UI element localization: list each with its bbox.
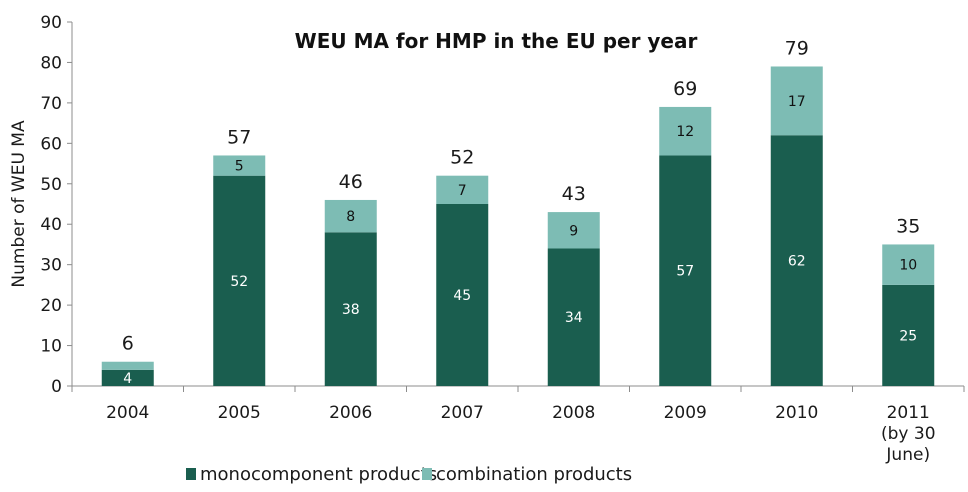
y-tick-label: 80	[40, 53, 62, 73]
bar-total-label: 46	[339, 171, 363, 193]
bar-total-label: 79	[785, 37, 809, 59]
bar-combination	[324, 199, 377, 233]
bar-combination	[770, 66, 823, 136]
y-tick-label: 70	[40, 94, 62, 114]
x-tick-label: June)	[885, 445, 930, 465]
bar-monocomponent	[101, 369, 154, 386]
bar-value-label-combination: 8	[346, 209, 355, 225]
bar-value-label-monocomponent: 38	[342, 302, 360, 318]
bar-combination	[547, 212, 600, 249]
bar-value-label-monocomponent: 62	[788, 254, 806, 270]
y-tick-label: 50	[40, 175, 62, 195]
bar-combination	[101, 361, 154, 370]
bar-combination	[213, 155, 266, 176]
legend-swatch-combination	[422, 468, 432, 480]
bar-monocomponent	[770, 135, 823, 386]
bar-combination	[882, 244, 935, 285]
bar-value-label-combination: 9	[569, 223, 578, 239]
x-tick-label: 2011	[887, 403, 930, 423]
bar-value-label-combination: 7	[458, 183, 467, 199]
bar-total-label: 57	[227, 126, 251, 148]
axes: 0 10 20 30 40 50 60 70 80 90 2004 2005 2006 2007 2008 2…	[40, 13, 965, 465]
bar-value-label-combination: 5	[235, 159, 244, 175]
bar-value-label-combination: 10	[899, 258, 917, 274]
y-tick-label: 60	[40, 134, 62, 154]
x-tick-label: 2005	[218, 403, 261, 423]
bar-value-label-monocomponent: 25	[899, 328, 917, 344]
y-tick-label: 10	[40, 337, 62, 357]
x-tick-label: 2007	[441, 403, 484, 423]
bar-value-label-combination: 12	[676, 124, 694, 140]
bar-total-label: 6	[122, 333, 134, 355]
x-tick-label: 2004	[106, 403, 149, 423]
chart-title: WEU MA for HMP in the EU per year	[295, 29, 698, 53]
x-tick-label: (by 30	[881, 424, 936, 444]
bar-monocomponent	[547, 248, 600, 386]
legend-label-monocomponent: monocomponent products	[200, 464, 437, 485]
bar-total-label: 35	[896, 215, 920, 237]
bar-value-label-monocomponent: 57	[676, 264, 694, 280]
bar-total-label: 52	[450, 147, 474, 169]
bar-total-label: 69	[673, 78, 697, 100]
bar-monocomponent	[213, 175, 266, 386]
legend-swatch-monocomponent	[186, 468, 196, 480]
bar-monocomponent	[882, 284, 935, 386]
bar-value-label-monocomponent: 4	[123, 371, 132, 387]
bar-value-label-monocomponent: 52	[230, 274, 248, 290]
y-tick-label: 0	[51, 377, 62, 397]
bar-monocomponent	[324, 232, 377, 386]
x-tick-label: 2006	[329, 403, 372, 423]
y-tick-label: 40	[40, 215, 62, 235]
bar-value-label-monocomponent: 34	[565, 310, 583, 326]
bar-total-label: 43	[562, 183, 586, 205]
bar-monocomponent	[659, 155, 712, 386]
x-tick-label: 2009	[664, 403, 707, 423]
bar-value-label-monocomponent: 45	[453, 288, 471, 304]
y-tick-label: 20	[40, 296, 62, 316]
x-tick-label: 2010	[775, 403, 818, 423]
y-axis-label: Number of WEU MA	[9, 120, 29, 288]
y-tick-label: 90	[40, 13, 62, 33]
legend-label-combination: combination products	[436, 464, 632, 485]
y-tick-label: 30	[40, 256, 62, 276]
bar-combination	[436, 175, 489, 204]
bar-value-label-combination: 17	[788, 94, 806, 110]
bar-combination	[659, 106, 712, 156]
x-tick-label: 2008	[552, 403, 595, 423]
bar-monocomponent	[436, 204, 489, 386]
